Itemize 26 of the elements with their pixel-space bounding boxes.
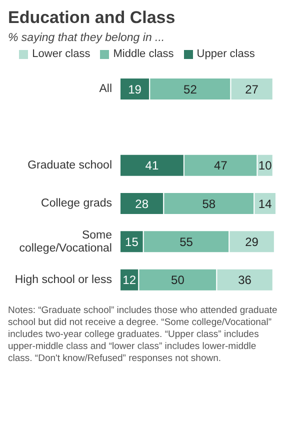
data-label: 10 xyxy=(258,158,272,173)
legend-label: Lower class xyxy=(32,48,90,60)
data-label: 52 xyxy=(184,82,198,96)
legend-label: Middle class xyxy=(113,48,174,60)
y-tick-label: Graduate school xyxy=(28,159,112,172)
y-tick-label: College grads xyxy=(41,198,112,210)
data-label: 58 xyxy=(202,196,216,211)
data-label: 55 xyxy=(180,234,194,249)
data-label: 47 xyxy=(214,158,228,173)
legend-label: Upper class xyxy=(196,48,255,60)
y-tick-label: High school or less xyxy=(14,274,112,286)
data-label: 41 xyxy=(145,158,159,173)
data-label: 19 xyxy=(128,82,142,96)
text: Notes: “Graduate school” includes those who attended graduate school but did not receive a degree. “Some college/Vocational” includes two-year college graduates. “Upper class” includes upper-middle class and “lower class” includes lower-middle class. “Don't know/Refused” responses not shown. xyxy=(8,305,278,365)
data-label: 15 xyxy=(125,234,139,249)
data-label: 27 xyxy=(245,82,259,96)
y-tick-label: All xyxy=(99,83,112,96)
chart-title: Education and Class xyxy=(8,8,176,28)
data-label: 50 xyxy=(171,273,185,288)
data-label: 36 xyxy=(238,273,252,288)
data-label: 29 xyxy=(245,234,259,249)
data-label: 28 xyxy=(135,196,149,211)
data-label: 14 xyxy=(258,196,272,211)
chart-subtitle: % saying that they belong in ... xyxy=(8,32,166,44)
data-label: 12 xyxy=(122,273,136,288)
y-tick-label: Some college/Vocational xyxy=(19,229,112,254)
